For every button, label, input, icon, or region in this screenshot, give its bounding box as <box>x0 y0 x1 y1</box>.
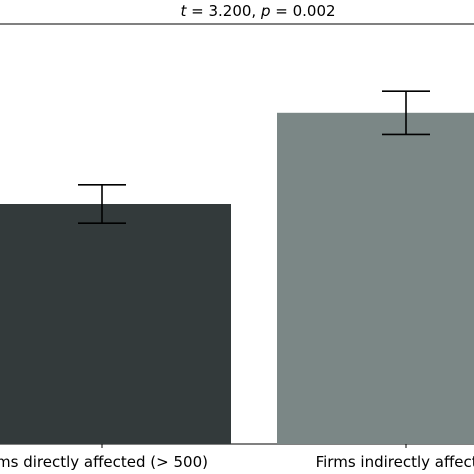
ticks-layer: ms directly affected (> 500) Firms indire… <box>0 444 474 471</box>
x-tick-label-2: Firms indirectly affected <box>316 453 474 471</box>
x-tick-label-1: ms directly affected (> 500) <box>0 453 208 471</box>
title-p-symbol: p <box>260 2 271 20</box>
title-t-value: = 3.200, <box>186 2 261 20</box>
errorbars-layer <box>78 90 430 224</box>
bars-layer <box>0 112 474 445</box>
title-p-value: = 0.002 <box>270 2 335 20</box>
chart-title: t = 3.200, p = 0.002 <box>180 2 335 20</box>
title-t-symbol: t <box>180 2 187 20</box>
bar-2 <box>277 112 474 445</box>
bar-1 <box>0 204 231 444</box>
